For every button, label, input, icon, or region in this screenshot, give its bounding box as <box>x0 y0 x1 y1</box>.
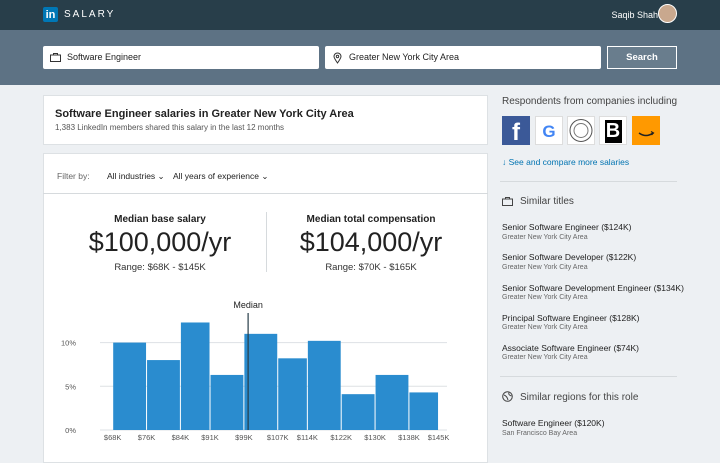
similar-title[interactable]: Senior Software Developer ($122K) <box>502 252 637 262</box>
divider <box>500 376 677 377</box>
similar-title[interactable]: Associate Software Engineer ($74K) <box>502 343 640 353</box>
similar-region: Greater New York City Area <box>502 294 588 301</box>
stat-value: $104,000/yr <box>299 227 443 257</box>
filter-industry-text: All industries <box>107 171 156 181</box>
compare-link[interactable]: ↓ See and compare more salaries <box>502 157 630 167</box>
app-name: SALARY <box>64 9 116 20</box>
filter-industry[interactable]: All industries ⌄ <box>107 171 165 181</box>
search-button[interactable]: Search <box>607 46 677 69</box>
x-tick-label: $138K <box>398 433 420 442</box>
similar-title[interactable]: Software Engineer ($120K) <box>502 418 605 428</box>
histogram: 0% 5% 10% $68K $76K $84K $91K $99K $107K $114K $12… <box>61 300 450 442</box>
location-input[interactable]: Greater New York City Area <box>325 46 601 69</box>
summary-card <box>43 95 488 145</box>
divider <box>500 181 677 182</box>
similar-region: Greater New York City Area <box>502 354 588 361</box>
stat-label: Median total compensation <box>306 214 436 225</box>
company-logo[interactable]: f <box>502 116 530 146</box>
smile-icon <box>638 130 655 137</box>
y-tick-label: 0% <box>65 426 76 435</box>
pin-icon <box>333 52 342 64</box>
bar <box>210 374 244 430</box>
y-tick-label: 10% <box>61 339 76 348</box>
company-logo[interactable] <box>632 116 660 145</box>
globe-icon <box>502 391 513 402</box>
similar-region: San Francisco Bay Area <box>502 430 578 437</box>
bar <box>180 322 210 430</box>
briefcase-icon <box>50 53 61 62</box>
x-tick-label: $122K <box>330 433 352 442</box>
similar-title[interactable]: Principal Software Engineer ($128K) <box>502 313 640 323</box>
company-logo[interactable]: G <box>535 116 563 145</box>
similar-title[interactable]: Senior Software Engineer ($124K) <box>502 222 632 232</box>
stat-range: Range: $68K - $145K <box>114 262 206 273</box>
similar-region: Greater New York City Area <box>502 324 588 331</box>
x-tick-label: $91K <box>201 433 219 442</box>
stat-range: Range: $70K - $165K <box>325 262 417 273</box>
y-tick-label: 5% <box>65 382 76 391</box>
similar-title[interactable]: Senior Software Development Engineer ($1… <box>502 283 684 293</box>
top-bar <box>0 0 720 30</box>
user-name[interactable]: Saqib Shah <box>611 10 658 20</box>
similar-regions-heading: Similar regions for this role <box>520 392 639 403</box>
similar-titles-heading: Similar titles <box>520 196 574 207</box>
x-tick-label: $99K <box>235 433 253 442</box>
bar <box>244 333 278 430</box>
summary-subtitle: 1,383 LinkedIn members shared this salar… <box>55 123 285 132</box>
summary-title: Software Engineer salaries in Greater Ne… <box>55 108 354 120</box>
filter-experience[interactable]: All years of experience ⌄ <box>173 171 269 181</box>
median-label: Median <box>233 300 263 310</box>
x-tick-label: $68K <box>104 433 122 442</box>
similar-region: Greater New York City Area <box>502 264 588 271</box>
compare-link-text: See and compare more salaries <box>508 157 630 167</box>
stat-value: $100,000/yr <box>88 227 232 257</box>
title-value: Software Engineer <box>67 52 142 62</box>
x-tick-label: $107K <box>267 433 289 442</box>
bar <box>341 394 375 430</box>
x-tick-label: $114K <box>297 433 318 442</box>
bar <box>147 360 180 430</box>
respondents-heading: Respondents from companies including <box>502 96 678 107</box>
briefcase-icon <box>502 197 513 206</box>
avatar[interactable] <box>658 4 677 23</box>
x-tick-label: $76K <box>138 433 156 442</box>
bar <box>113 342 147 430</box>
x-tick-label: $145K <box>428 433 450 442</box>
company-logo[interactable] <box>567 116 595 145</box>
filter-experience-text: All years of experience <box>173 171 259 181</box>
company-logo[interactable]: B <box>599 116 627 145</box>
similar-region: Greater New York City Area <box>502 234 588 241</box>
seal-icon <box>569 119 593 142</box>
title-input[interactable]: Software Engineer <box>43 46 319 69</box>
x-tick-label: $130K <box>364 433 386 442</box>
filter-label: Filter by: <box>57 171 90 181</box>
divider <box>266 212 267 272</box>
divider <box>43 193 488 194</box>
bar <box>307 340 341 430</box>
logo-letter: B <box>604 120 622 143</box>
bar <box>278 358 307 430</box>
location-value: Greater New York City Area <box>349 52 460 62</box>
bar <box>409 392 439 430</box>
x-tick-label: $84K <box>172 433 190 442</box>
bar <box>375 374 409 430</box>
stat-label: Median base salary <box>114 214 206 225</box>
logo[interactable]: in <box>43 7 58 22</box>
